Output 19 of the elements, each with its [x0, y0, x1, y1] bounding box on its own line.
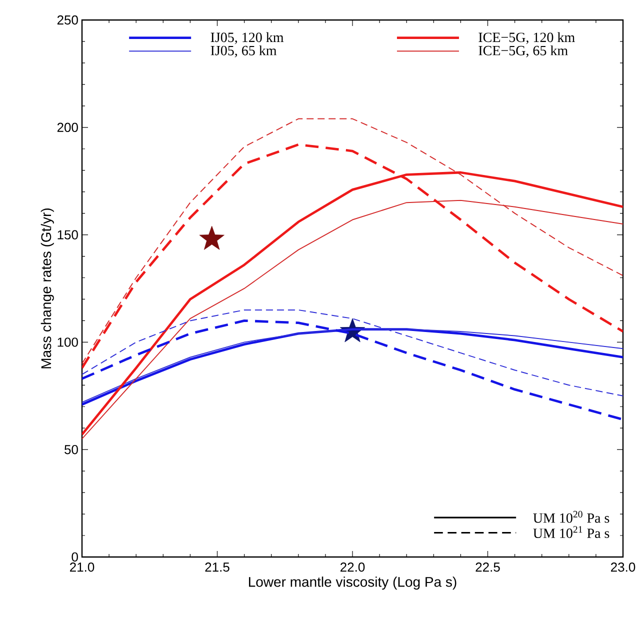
- x-tick-label: 21.0: [70, 562, 94, 572]
- annotation: UM 10$^{20}$ Pa s: [533, 510, 610, 523]
- x-tick-label: 23.0: [611, 562, 636, 572]
- legend-label: IJ05, 65 km: [210, 45, 277, 58]
- legend-label: ICE−5G, 65 km: [478, 45, 568, 58]
- y-axis-title: Mass change rates (Gt/yr): [40, 208, 54, 368]
- y-tick-label: 250: [57, 15, 78, 25]
- y-tick-label: 150: [58, 230, 78, 240]
- x-tick-label: 22.0: [340, 562, 365, 572]
- y-tick-label: 50: [64, 444, 78, 454]
- y-tick-label: 100: [58, 338, 78, 347]
- x-axis-title: Lower mantle viscosity (Log Pa s): [248, 576, 456, 590]
- y-tick-label: 200: [57, 122, 78, 132]
- x-tick-label: 21.5: [205, 562, 230, 572]
- annotation: UM 10$^{21}$ Pa s: [533, 526, 610, 538]
- legend-label: IJ05, 120 km: [210, 32, 284, 44]
- y-tick-label: 0: [72, 552, 78, 562]
- x-tick-label: 22.5: [476, 562, 500, 572]
- legend-label: ICE−5G, 120 km: [478, 32, 575, 44]
